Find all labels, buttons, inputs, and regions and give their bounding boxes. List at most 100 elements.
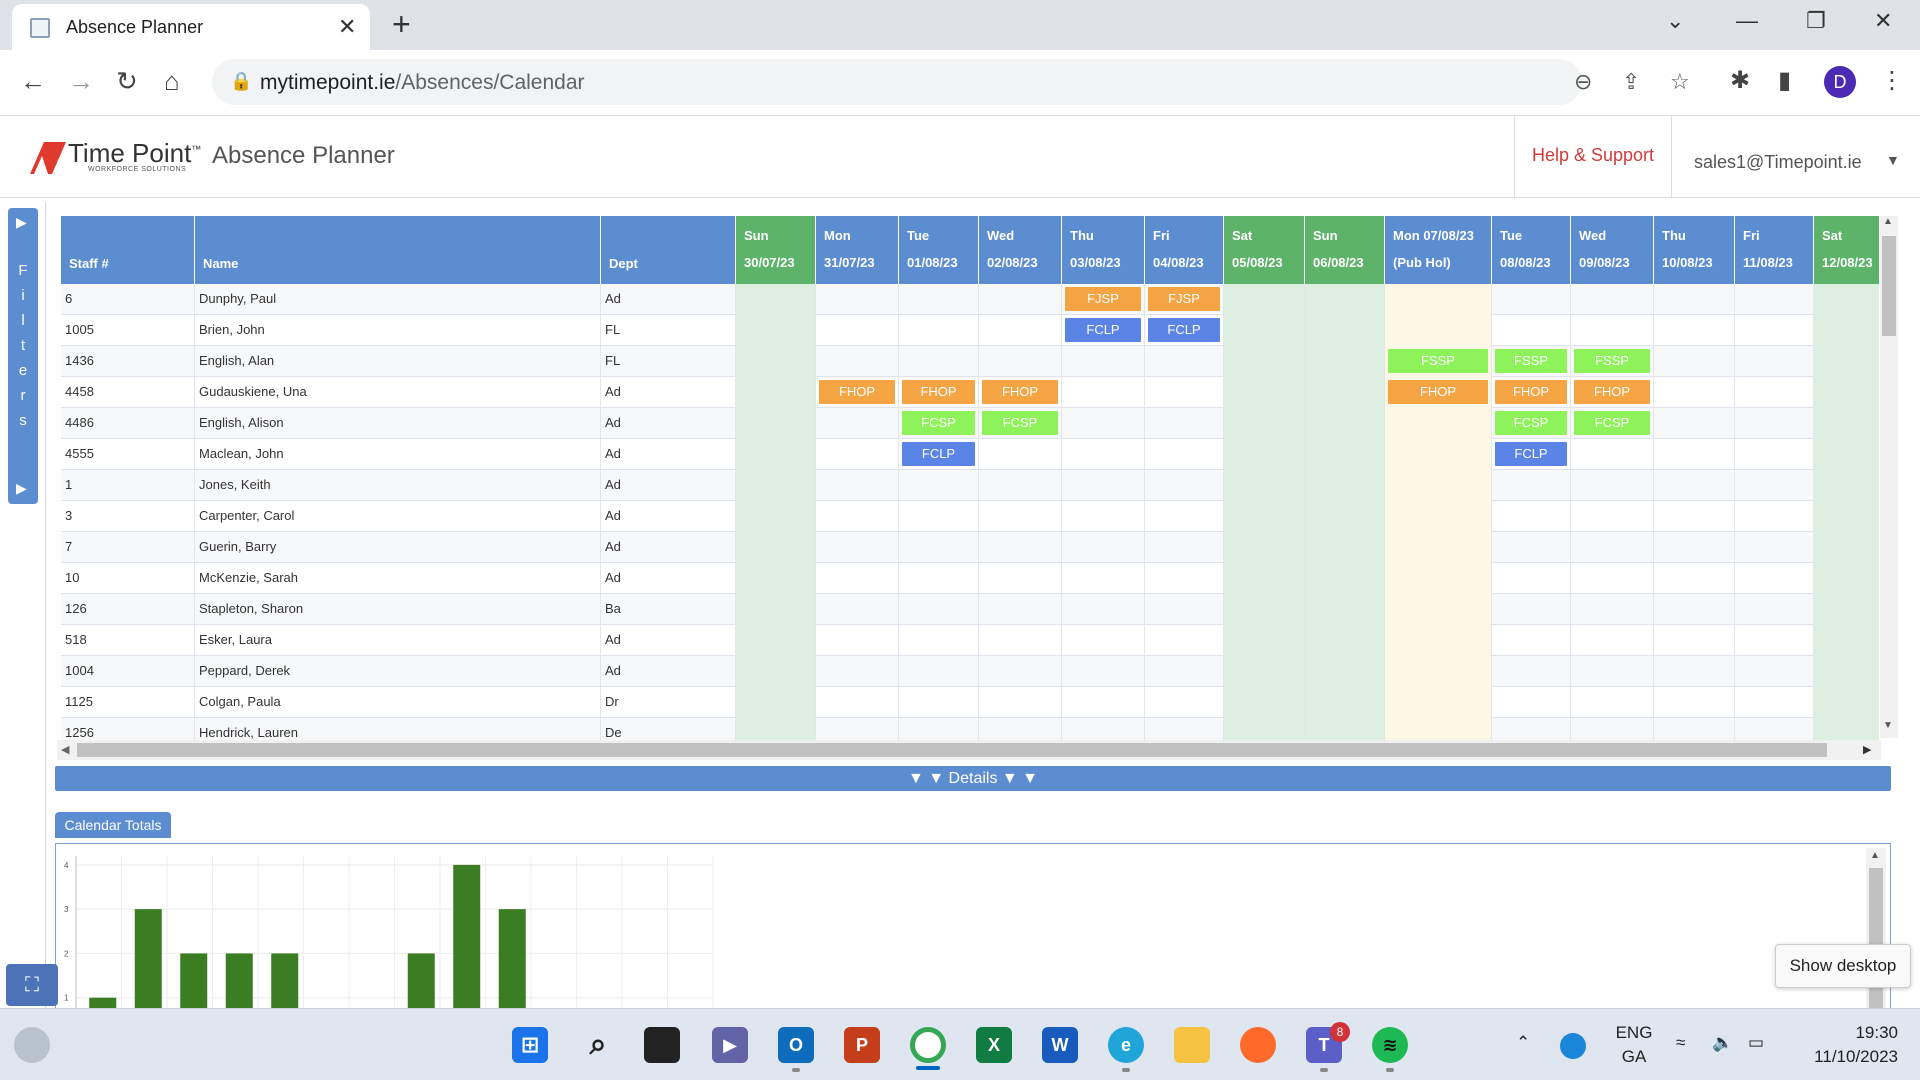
day-cell[interactable]: [1654, 656, 1735, 687]
day-cell[interactable]: [736, 346, 816, 377]
day-header[interactable]: Sun 30/07/23: [736, 216, 816, 284]
day-cell[interactable]: [899, 470, 979, 501]
day-cell[interactable]: [1735, 315, 1814, 346]
outlook-icon[interactable]: O: [778, 1027, 814, 1063]
day-cell[interactable]: [1224, 346, 1305, 377]
day-cell[interactable]: [1145, 563, 1224, 594]
absence-badge[interactable]: FJSP: [1148, 287, 1220, 311]
meet-icon[interactable]: ▶: [712, 1027, 748, 1063]
day-cell[interactable]: [816, 563, 899, 594]
day-cell[interactable]: [1145, 346, 1224, 377]
day-cell[interactable]: [1145, 470, 1224, 501]
absence-badge[interactable]: FHOP: [1495, 380, 1567, 404]
edge-icon[interactable]: e: [1108, 1027, 1144, 1063]
clock-time[interactable]: 19:30: [1855, 1023, 1898, 1042]
scroll-up-icon[interactable]: ▲: [1883, 216, 1893, 227]
day-cell[interactable]: [1814, 346, 1879, 377]
day-cell[interactable]: [1062, 718, 1145, 740]
absence-badge[interactable]: FCSP: [982, 411, 1058, 435]
day-cell[interactable]: [979, 532, 1062, 563]
column-header-name[interactable]: Name: [195, 216, 601, 284]
day-header[interactable]: Wed 02/08/23: [979, 216, 1062, 284]
day-cell[interactable]: [736, 470, 816, 501]
day-header[interactable]: Tue 01/08/23: [899, 216, 979, 284]
day-cell[interactable]: [1735, 563, 1814, 594]
details-toggle[interactable]: ▼ ▼ Details ▼ ▼: [55, 766, 1891, 791]
day-cell[interactable]: [1145, 625, 1224, 656]
day-cell[interactable]: [1492, 346, 1571, 377]
day-cell[interactable]: [899, 718, 979, 740]
powerpoint-icon[interactable]: P: [844, 1027, 880, 1063]
day-cell[interactable]: [899, 408, 979, 439]
absence-badge[interactable]: FCSP: [1574, 411, 1650, 435]
day-cell[interactable]: [979, 501, 1062, 532]
share-icon[interactable]: ⇪: [1622, 69, 1641, 94]
day-cell[interactable]: [1492, 718, 1571, 740]
day-cell[interactable]: [816, 284, 899, 315]
day-cell[interactable]: [1654, 563, 1735, 594]
start-icon[interactable]: ⊞: [512, 1027, 548, 1063]
day-cell[interactable]: [1224, 315, 1305, 346]
day-cell[interactable]: [1654, 377, 1735, 408]
table-row[interactable]: 1436 English, Alan FL FSSP FSSP FSSP: [61, 346, 1879, 377]
extensions-icon[interactable]: ✱: [1730, 67, 1751, 94]
day-cell[interactable]: [1814, 594, 1879, 625]
day-cell[interactable]: [736, 284, 816, 315]
absence-badge[interactable]: FHOP: [1574, 380, 1650, 404]
day-cell[interactable]: [1814, 718, 1879, 740]
caret-down-icon[interactable]: ▼: [1886, 152, 1900, 168]
day-cell[interactable]: [1145, 439, 1224, 470]
onedrive-icon[interactable]: [1560, 1033, 1586, 1059]
day-cell[interactable]: [1571, 470, 1654, 501]
day-cell[interactable]: [736, 656, 816, 687]
table-row[interactable]: 7 Guerin, Barry Ad: [61, 532, 1879, 563]
day-cell[interactable]: [1305, 563, 1385, 594]
day-cell[interactable]: [1571, 656, 1654, 687]
day-cell[interactable]: [1305, 501, 1385, 532]
day-cell[interactable]: [1305, 594, 1385, 625]
absence-badge[interactable]: FSSP: [1574, 349, 1650, 373]
table-row[interactable]: 518 Esker, Laura Ad: [61, 625, 1879, 656]
day-cell[interactable]: [816, 532, 899, 563]
day-cell[interactable]: [1385, 408, 1492, 439]
day-cell[interactable]: [1654, 501, 1735, 532]
day-cell[interactable]: [816, 687, 899, 718]
scroll-left-icon[interactable]: ◀: [61, 744, 70, 756]
day-cell[interactable]: [979, 563, 1062, 594]
close-tab-icon[interactable]: ✕: [338, 14, 357, 39]
day-header[interactable]: Thu 03/08/23: [1062, 216, 1145, 284]
chrome-icon[interactable]: [910, 1027, 946, 1063]
day-cell[interactable]: [816, 625, 899, 656]
day-cell[interactable]: [979, 315, 1062, 346]
tray-overflow-icon[interactable]: ⌃: [1516, 1033, 1531, 1052]
tab-search-icon[interactable]: ⌄: [1666, 8, 1685, 33]
day-cell[interactable]: [979, 408, 1062, 439]
spotify-icon[interactable]: ≋: [1372, 1027, 1408, 1063]
day-cell[interactable]: [979, 346, 1062, 377]
day-cell[interactable]: [1385, 439, 1492, 470]
day-header[interactable]: Sat 12/08/23: [1814, 216, 1879, 284]
zoom-icon[interactable]: ⊖: [1574, 69, 1593, 94]
day-cell[interactable]: [1305, 408, 1385, 439]
scroll-thumb[interactable]: [77, 743, 1827, 757]
table-row[interactable]: 126 Stapleton, Sharon Ba: [61, 594, 1879, 625]
day-cell[interactable]: [1385, 532, 1492, 563]
day-cell[interactable]: [1735, 439, 1814, 470]
day-cell[interactable]: [1492, 687, 1571, 718]
day-cell[interactable]: [1224, 563, 1305, 594]
scroll-right-icon[interactable]: ▶: [1863, 744, 1872, 756]
day-cell[interactable]: [1492, 377, 1571, 408]
absence-badge[interactable]: FSSP: [1495, 349, 1567, 373]
day-cell[interactable]: [1305, 439, 1385, 470]
day-cell[interactable]: [1492, 315, 1571, 346]
day-cell[interactable]: [1305, 470, 1385, 501]
day-cell[interactable]: [1062, 563, 1145, 594]
day-cell[interactable]: [1224, 656, 1305, 687]
day-cell[interactable]: [1735, 501, 1814, 532]
day-cell[interactable]: [736, 563, 816, 594]
day-header[interactable]: Thu 10/08/23: [1654, 216, 1735, 284]
day-cell[interactable]: [1385, 315, 1492, 346]
scroll-thumb[interactable]: [1869, 868, 1883, 1013]
day-cell[interactable]: [816, 377, 899, 408]
day-cell[interactable]: [1224, 532, 1305, 563]
